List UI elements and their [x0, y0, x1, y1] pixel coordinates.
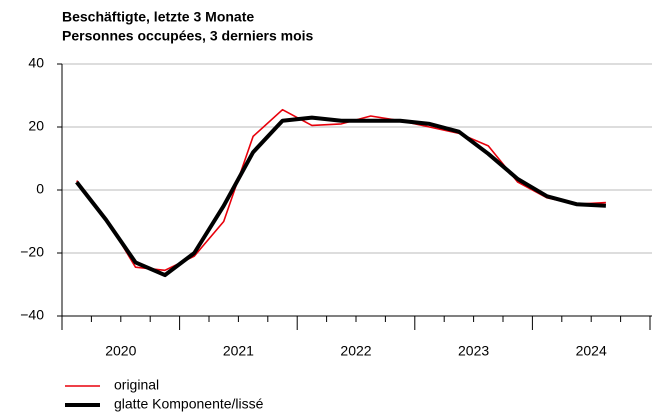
x-tick-label: 2024 — [576, 343, 607, 359]
line-series — [76, 108, 606, 272]
legend-label: glatte Komponente/lissé — [114, 396, 264, 412]
x-tick-label: 2022 — [340, 343, 371, 359]
y-tick-label: 20 — [28, 118, 44, 134]
chart-subtitle: Personnes occupées, 3 derniers mois — [62, 28, 314, 44]
x-tick-label: 2021 — [223, 343, 254, 359]
y-tick-label: −40 — [20, 307, 44, 323]
y-tick-label: −20 — [20, 244, 44, 260]
legend-label: original — [114, 377, 159, 393]
line-series — [75, 115, 607, 278]
x-tick-label: 2023 — [458, 343, 489, 359]
y-tick-label: 0 — [36, 181, 44, 197]
chart-title: Beschäftigte, letzte 3 Monate — [62, 9, 254, 25]
x-tick-label: 2020 — [105, 343, 136, 359]
y-tick-label: 40 — [28, 55, 44, 71]
